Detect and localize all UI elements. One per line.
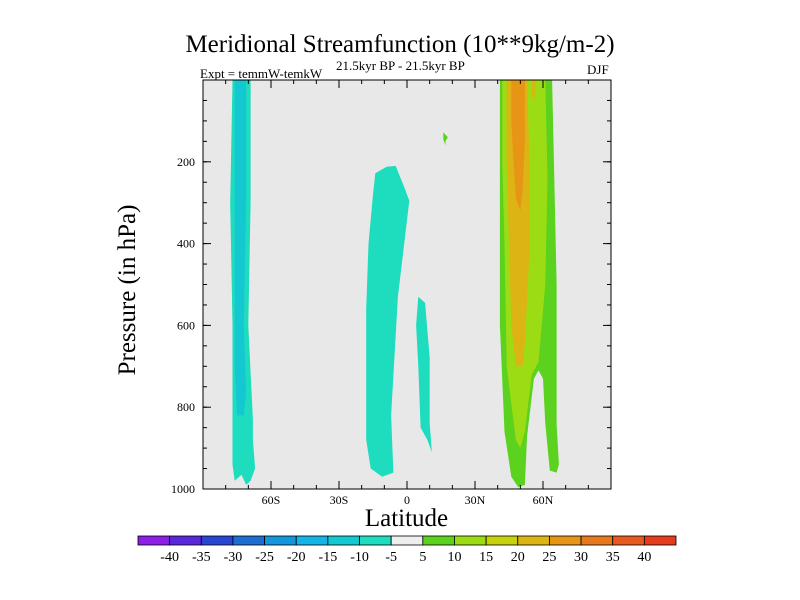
colorbar-label: 30 bbox=[574, 550, 588, 565]
contour-region-3 bbox=[416, 296, 432, 453]
x-axis-label: Latitude bbox=[364, 505, 449, 532]
colorbar-label: -30 bbox=[224, 550, 243, 565]
colorbar-label: -25 bbox=[255, 550, 274, 565]
colorbar-cell-1 bbox=[169, 535, 202, 546]
colorbar-label: -20 bbox=[287, 550, 306, 565]
chart-subtitle: 21.5kyr BP - 21.5kyr BP bbox=[336, 58, 465, 73]
colorbar-cell-11 bbox=[485, 535, 519, 546]
colorbar-label: -40 bbox=[160, 550, 179, 565]
y-tick-label: 400 bbox=[177, 237, 195, 251]
experiment-label: Expt = temmW-temkW bbox=[200, 66, 323, 81]
colorbar-cell-16 bbox=[643, 535, 677, 546]
y-tick-label: 200 bbox=[177, 155, 195, 169]
colorbar-label: 5 bbox=[419, 550, 426, 565]
x-tick-label: 60S bbox=[262, 493, 281, 507]
colorbar-label: 15 bbox=[479, 550, 493, 565]
colorbar-cell-10 bbox=[454, 535, 487, 546]
y-tick-label: 800 bbox=[177, 400, 195, 414]
colorbar-cell-5 bbox=[295, 535, 329, 546]
colorbar-cell-4 bbox=[264, 535, 297, 546]
colorbar-label: 35 bbox=[606, 550, 620, 565]
x-tick-label: 0 bbox=[404, 493, 410, 507]
x-tick-label: 30N bbox=[465, 493, 486, 507]
chart-title: Meridional Streamfunction (10**9kg/m-2) bbox=[185, 31, 615, 58]
season-label: DJF bbox=[587, 62, 609, 77]
contour-region-8 bbox=[511, 80, 525, 211]
colorbar-cell-6 bbox=[327, 535, 360, 546]
colorbar-label: -10 bbox=[350, 550, 369, 565]
colorbar-label: -15 bbox=[319, 550, 338, 565]
colorbar-cell-3 bbox=[232, 535, 265, 546]
contour-region-4 bbox=[443, 132, 448, 146]
colorbar-label: 25 bbox=[542, 550, 556, 565]
colorbar-cell-2 bbox=[200, 535, 234, 546]
colorbar-label: -5 bbox=[385, 550, 397, 565]
y-tick-label: 1000 bbox=[171, 482, 195, 496]
colorbar-cell-15 bbox=[612, 535, 645, 546]
colorbar-label: 10 bbox=[447, 550, 461, 565]
colorbar-cell-9 bbox=[422, 535, 455, 546]
colorbar-label: 40 bbox=[637, 550, 651, 565]
x-tick-label: 60N bbox=[533, 493, 554, 507]
colorbar-label: -35 bbox=[192, 550, 211, 565]
contour-region-9 bbox=[531, 80, 537, 101]
colorbar-cell-14 bbox=[580, 535, 614, 546]
y-tick-label: 600 bbox=[177, 318, 195, 332]
colorbar-cell-7 bbox=[359, 535, 392, 546]
colorbar-cell-0 bbox=[137, 535, 171, 546]
colorbar-cell-8 bbox=[390, 535, 424, 546]
contour-region-1 bbox=[234, 80, 247, 416]
colorbar-cell-13 bbox=[549, 535, 582, 546]
x-tick-label: 30S bbox=[330, 493, 349, 507]
colorbar-label: 20 bbox=[511, 550, 525, 565]
contour-region-2 bbox=[366, 165, 410, 477]
colorbar-cell-12 bbox=[517, 535, 550, 546]
